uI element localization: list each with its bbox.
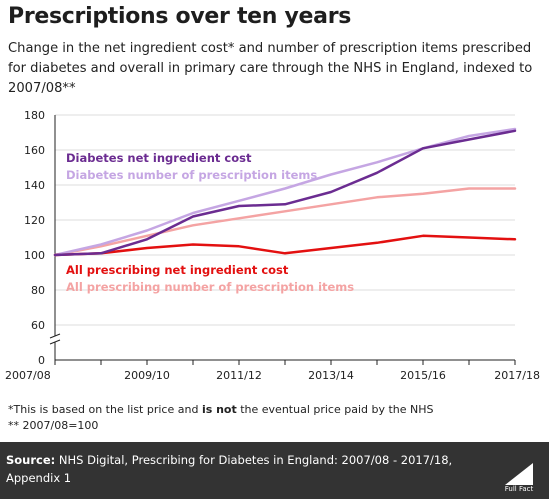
x-tick-label-2013-14: 2013/14 <box>308 369 354 382</box>
y-tick-label-60: 60 <box>31 319 45 332</box>
source-label: Source: <box>6 453 56 467</box>
axis-break-mark-upper <box>49 333 61 339</box>
footnote-price-text-a: *This is based on the list price and <box>8 403 202 416</box>
x-tick-label-2011-12: 2011/12 <box>216 369 262 382</box>
footnote-price-text-c: the eventual price paid by the NHS <box>236 403 434 416</box>
footnote-price-emphasis: is not <box>201 403 237 416</box>
source-citation: NHS Digital, Prescribing for Diabetes in… <box>6 453 453 485</box>
y-tick-label-80: 80 <box>31 284 45 297</box>
source-bar: Source: NHS Digital, Prescribing for Dia… <box>0 442 549 499</box>
chart-title: Prescriptions over ten years <box>8 4 352 29</box>
series-label-all-prescribing-net-ingredient-cost: All prescribing net ingredient cost <box>66 263 289 277</box>
y-tick-label-120: 120 <box>24 214 45 227</box>
x-tick-label-2007-08: 2007/08 <box>5 369 51 382</box>
footnote-price: *This is based on the list price and is … <box>8 402 434 418</box>
series-label-diabetes-net-ingredient-cost: Diabetes net ingredient cost <box>66 151 252 165</box>
source-text: Source: NHS Digital, Prescribing for Dia… <box>6 451 476 487</box>
line-chart: 0 60 80 100 120 140 160 180 2007/08 2009/10 2011/1… <box>5 109 540 382</box>
series-label-all-prescribing-number-of-prescription-items: All prescribing number of prescription i… <box>66 280 354 294</box>
series-label-diabetes-number-of-prescription-items: Diabetes number of prescription items <box>66 168 317 182</box>
chart-subtitle: Change in the net ingredient cost* and n… <box>8 41 533 96</box>
series-line-all-prescribing-net-ingredient-cost <box>53 234 517 257</box>
y-tick-label-100: 100 <box>24 249 45 262</box>
y-tick-label-140: 140 <box>24 179 45 192</box>
y-tick-label-160: 160 <box>24 144 45 157</box>
x-tick-label-2009-10: 2009/10 <box>124 369 170 382</box>
series-line-all-prescribing-number-of-prescription-items <box>53 187 517 257</box>
logo-text: Full Fact <box>505 485 534 493</box>
axis-break-mark-lower <box>49 339 61 345</box>
series-line-diabetes-net-ingredient-cost <box>53 129 517 257</box>
full-fact-logo-icon: Full Fact <box>505 463 534 493</box>
footnote-index: ** 2007/08=100 <box>8 419 99 432</box>
y-tick-label-180: 180 <box>24 109 45 122</box>
footnotes: *This is based on the list price and is … <box>8 402 434 434</box>
y-tick-label-0: 0 <box>38 354 45 367</box>
x-tick-label-2017-18: 2017/18 <box>494 369 540 382</box>
x-tick-label-2015-16: 2015/16 <box>400 369 446 382</box>
